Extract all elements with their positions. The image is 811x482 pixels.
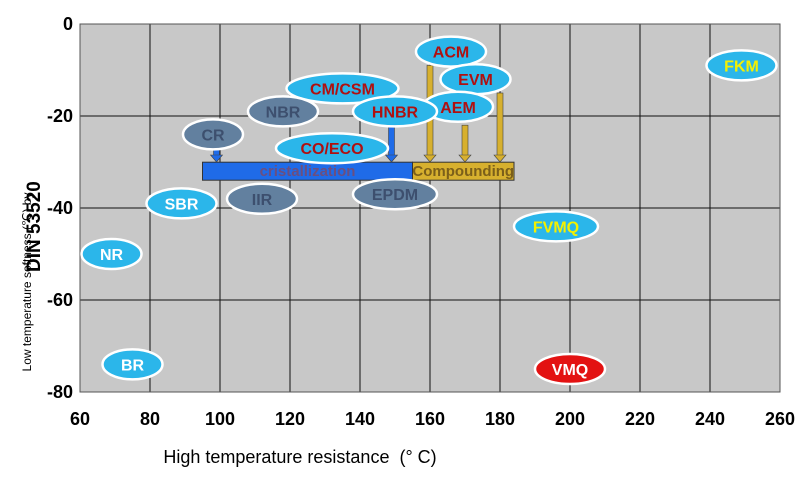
y-tick-label: -40 [47, 198, 73, 218]
point-label: ACM [433, 45, 469, 62]
point-br [101, 348, 164, 381]
arrow-head-3 [458, 154, 472, 163]
point-iir [225, 182, 299, 216]
point-label: CR [201, 127, 225, 144]
x-tick-label: 100 [205, 409, 235, 429]
annotation-bar-1 [412, 161, 515, 181]
y-tick-label: -20 [47, 106, 73, 126]
point-fkm [705, 49, 778, 82]
point-label: BR [121, 357, 145, 374]
annotation-bar-label-1: Compounding [412, 163, 514, 180]
annotation-bar-label-0: cristallization [260, 163, 356, 180]
x-tick-label: 260 [765, 409, 795, 429]
point-label: IIR [252, 192, 273, 209]
arrow-head-4 [493, 154, 507, 163]
point-label: FKM [724, 58, 759, 75]
x-tick-label: 60 [70, 409, 90, 429]
arrow-head-1 [384, 154, 399, 163]
x-tick-label: 180 [485, 409, 515, 429]
point-nr [80, 237, 143, 271]
point-hnbr [351, 95, 439, 128]
point-label: SBR [165, 196, 199, 213]
point-label: HNBR [372, 104, 419, 121]
x-axis-label: High temperature resistance (° C) [163, 447, 436, 467]
x-tick-label: 200 [555, 409, 585, 429]
y-tick-label: 0 [63, 14, 73, 34]
point-co-eco [274, 131, 390, 165]
point-label: NBR [266, 104, 301, 121]
point-cr [181, 118, 245, 151]
y-tick-label: -80 [47, 382, 73, 402]
x-tick-label: 80 [140, 409, 160, 429]
y-axis-label-sub: Low temperature softness (℃) by [20, 193, 34, 372]
point-label: FVMQ [533, 219, 579, 236]
annotation-bars: cristallization Compounding [202, 161, 515, 181]
point-label: EVM [458, 72, 493, 89]
point-cm-csm [285, 72, 400, 105]
point-label: EPDM [372, 187, 418, 204]
x-tick-label: 140 [345, 409, 375, 429]
plot-border [79, 23, 781, 393]
x-tick-label: 240 [695, 409, 725, 429]
y-axis-ticks: 0 -20 -40 -60 -80 [47, 14, 73, 402]
y-tick-label: -60 [47, 290, 73, 310]
x-axis-ticks: 60 80 100 120 140 160 180 200 220 240 260 [70, 409, 795, 429]
arrow-shaft-3 [461, 124, 469, 157]
data-points: FKM ACM EVM AEM CM/CSM HNBR NBR CR CO/ECO IIR EPDM… [80, 35, 778, 386]
point-label: CM/CSM [310, 81, 375, 98]
point-acm [414, 35, 488, 68]
arrow-shaft-1 [388, 124, 395, 157]
arrow-head-0 [209, 154, 224, 163]
point-sbr [145, 187, 218, 220]
x-tick-label: 120 [275, 409, 305, 429]
x-tick-label: 160 [415, 409, 445, 429]
point-fvmq [512, 210, 600, 243]
point-vmq [533, 352, 607, 386]
arrow-head-2 [423, 154, 437, 163]
point-nbr [246, 95, 320, 128]
point-label: AEM [440, 100, 476, 117]
point-label: CO/ECO [300, 141, 363, 158]
point-label: VMQ [552, 362, 588, 379]
arrow-shaft-4 [496, 92, 504, 157]
point-label: NR [100, 247, 124, 264]
x-tick-label: 220 [625, 409, 655, 429]
point-epdm [351, 177, 439, 211]
y-axis-label-main: DIN 53520 [24, 181, 45, 272]
